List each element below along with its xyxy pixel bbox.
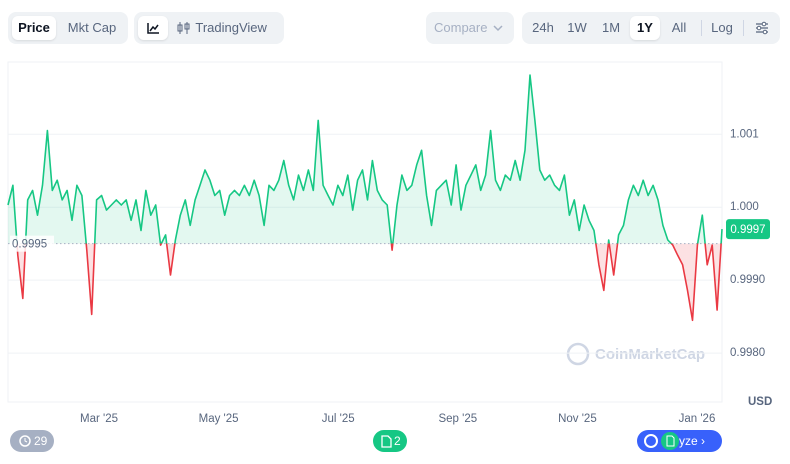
notes-badge[interactable]: 2	[373, 430, 407, 452]
clock-icon	[19, 435, 31, 447]
analyze-label: yze	[679, 434, 698, 448]
range-button[interactable]: 1M	[601, 20, 621, 35]
price-line	[7, 74, 723, 322]
chart: CoinMarketCap USD 0.9980 0.9990 1.000 1.001…	[7, 61, 772, 425]
divider	[701, 20, 702, 36]
compare-label: Compare	[434, 20, 488, 35]
notes-count: 2	[394, 434, 401, 448]
y-tick-label: 1.001	[730, 128, 759, 140]
range-button[interactable]: All	[671, 20, 687, 35]
x-tick-label: Sep '25	[438, 413, 477, 425]
compare-button[interactable]: Compare	[434, 16, 510, 40]
baseline-label: 0.9995	[12, 239, 47, 251]
area-fill	[8, 75, 722, 321]
baseline-label-bg	[10, 235, 54, 252]
range-button[interactable]: 24h	[532, 20, 554, 35]
last-value-label: 0.9997	[730, 224, 765, 236]
line-icon	[147, 23, 159, 34]
watermark-text: CoinMarketCap	[595, 346, 705, 363]
line-chart-button[interactable]	[138, 16, 168, 40]
events-count: 29	[34, 434, 48, 448]
range-group: Log 24h 1W 1M 1Y All	[522, 12, 780, 44]
analyze-icons	[644, 432, 679, 450]
tradingview-button[interactable]: TradingView	[176, 16, 280, 40]
y-tick-label: 0.9980	[730, 347, 765, 359]
divider	[743, 20, 744, 36]
chart-style-group: TradingView	[134, 12, 284, 44]
view-button[interactable]: Price	[12, 16, 56, 40]
doc-icon	[381, 435, 392, 448]
x-tick-label: May '25	[199, 413, 239, 425]
x-tick-label: Jan '26	[679, 413, 716, 425]
log-button[interactable]: Log	[711, 20, 733, 35]
range-button[interactable]: 1Y	[630, 16, 660, 40]
range-button[interactable]: 1W	[567, 20, 587, 35]
candle-icon	[177, 22, 190, 34]
settings-button[interactable]	[748, 16, 776, 40]
y-tick-label: 0.9990	[730, 274, 765, 286]
settings-icon	[756, 21, 768, 35]
x-tick-label: Mar '25	[80, 413, 118, 425]
watermark: CoinMarketCap	[566, 342, 705, 366]
currency-label: USD	[748, 396, 772, 408]
last-value-badge	[726, 219, 770, 240]
x-tick-label: Nov '25	[558, 413, 597, 425]
compare-dropdown[interactable]: Compare	[426, 12, 514, 44]
chevron	[493, 25, 503, 32]
view-button[interactable]: Mkt Cap	[67, 20, 117, 35]
events-badge[interactable]: 29	[10, 430, 54, 452]
view-toggle: Price Mkt Cap	[8, 12, 128, 44]
tradingview-label: TradingView	[195, 20, 267, 35]
y-tick-label: 1.000	[730, 201, 759, 213]
analyze-button[interactable]: yze ›	[637, 430, 722, 452]
x-tick-label: Jul '25	[322, 413, 355, 425]
